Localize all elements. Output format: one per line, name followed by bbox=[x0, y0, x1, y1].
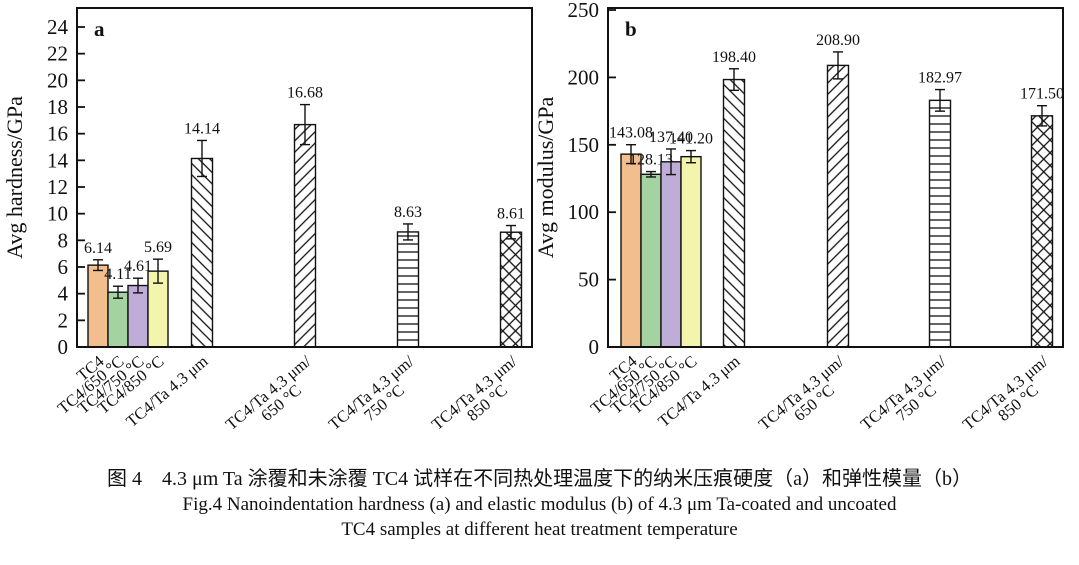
bar-a-2 bbox=[107, 291, 129, 348]
error-bar bbox=[935, 88, 945, 112]
error-bar bbox=[113, 285, 123, 299]
x-category-label: TC4/Ta 4.3 μm/850 °C bbox=[959, 351, 1062, 446]
caption-line-english-2: TC4 samples at different heat treatment … bbox=[341, 519, 738, 540]
y-axis-title: Avg modulus/GPa bbox=[533, 96, 558, 258]
y-tick-label: 2 bbox=[58, 308, 69, 332]
bar-value-label: 143.08 bbox=[609, 125, 653, 142]
bar-b-6 bbox=[826, 64, 850, 348]
chart-panel-b: 143.08128.13137.40141.20198.40208.90182.… bbox=[533, 0, 1064, 446]
bar-b-7 bbox=[928, 99, 952, 348]
error-bar bbox=[646, 170, 656, 178]
error-bar bbox=[833, 51, 843, 80]
y-tick-label: 22 bbox=[47, 42, 68, 66]
y-tick-label: 20 bbox=[47, 68, 68, 92]
error-bar bbox=[133, 277, 143, 294]
caption-line-english-1: Fig.4 Nanoindentation hardness (a) and e… bbox=[182, 494, 897, 515]
bar-value-label: 208.90 bbox=[816, 32, 860, 49]
error-bar bbox=[1037, 105, 1047, 127]
bar-a-3 bbox=[127, 284, 149, 348]
bar-a-6 bbox=[293, 123, 317, 348]
y-tick-label: 250 bbox=[568, 0, 600, 22]
bar-value-label: 4.61 bbox=[124, 258, 152, 275]
bar-b-2 bbox=[640, 173, 662, 348]
bar-b-3 bbox=[660, 161, 682, 348]
plot-frame bbox=[76, 7, 533, 348]
bar-a-7 bbox=[396, 231, 420, 348]
y-tick-label: 4 bbox=[58, 282, 69, 306]
x-category-label: TC4/Ta 4.3 μm/750 °C bbox=[857, 351, 960, 446]
y-axis-title: Avg hardness/GPa bbox=[2, 96, 27, 259]
error-bar bbox=[403, 223, 413, 241]
y-tick-label: 50 bbox=[578, 268, 599, 292]
bar-value-label: 14.14 bbox=[184, 120, 220, 137]
charts-area: 6.14 4.11 4.61 5.69 14.14 16.68 8.63 8.61 0 2 4 6 8 1… bbox=[2, 0, 1064, 446]
error-bar bbox=[300, 103, 310, 146]
bar-value-label: 198.40 bbox=[712, 49, 756, 66]
error-bar bbox=[729, 68, 739, 92]
y-tick-label: 12 bbox=[47, 175, 68, 199]
y-tick-label: 24 bbox=[47, 15, 69, 39]
panel-label: b bbox=[625, 17, 637, 41]
y-tick-label: 100 bbox=[568, 200, 600, 224]
bar-a-8 bbox=[499, 231, 523, 348]
bar-value-label: 137.40 bbox=[649, 129, 693, 146]
y-tick-label: 8 bbox=[58, 228, 69, 252]
y-tick-label: 150 bbox=[568, 133, 600, 157]
bar-value-label: 4.11 bbox=[104, 266, 131, 283]
bar-b-4 bbox=[680, 155, 702, 348]
bar-b-1 bbox=[620, 153, 642, 348]
x-category-label: TC4/Ta 4.3 μm/650 °C bbox=[222, 351, 325, 446]
x-category-label: TC4/Ta 4.3 μm/850 °C bbox=[428, 351, 531, 446]
bar-value-label: 6.14 bbox=[84, 240, 112, 257]
bar-value-label: 141.20 bbox=[669, 131, 713, 148]
y-tick-label: 0 bbox=[58, 335, 69, 359]
bar-value-label: 8.61 bbox=[497, 206, 525, 223]
error-bar bbox=[93, 259, 103, 272]
error-bar bbox=[506, 224, 516, 240]
bar-value-label: 171.50 bbox=[1020, 86, 1064, 103]
figure-caption: 图 4 4.3 μm Ta 涂覆和未涂覆 TC4 试样在不同热处理温度下的纳米压… bbox=[0, 462, 1079, 542]
y-tick-label: 200 bbox=[568, 65, 600, 89]
error-bar bbox=[197, 139, 207, 178]
x-category-label: TC4/Ta 4.3 μm/650 °C bbox=[755, 351, 858, 446]
error-bar bbox=[686, 149, 696, 164]
y-tick-label: 6 bbox=[58, 255, 69, 279]
bar-value-label: 16.68 bbox=[287, 85, 323, 102]
y-tick-label: 14 bbox=[47, 148, 69, 172]
error-bar bbox=[666, 148, 676, 176]
y-tick-label: 18 bbox=[47, 95, 68, 119]
panel-label: a bbox=[94, 17, 105, 41]
caption-line-chinese: 图 4 4.3 μm Ta 涂覆和未涂覆 TC4 试样在不同热处理温度下的纳米压… bbox=[106, 468, 973, 490]
y-tick-label: 16 bbox=[47, 122, 68, 146]
bar-b-8 bbox=[1030, 115, 1054, 348]
y-tick-label: 0 bbox=[589, 335, 600, 359]
bar-value-label: 8.63 bbox=[394, 204, 422, 221]
bar-a-5 bbox=[190, 157, 214, 348]
bar-value-label: 182.97 bbox=[918, 70, 962, 87]
bar-b-5 bbox=[722, 78, 746, 348]
error-bar bbox=[626, 143, 636, 165]
bar-value-label: 5.69 bbox=[144, 239, 172, 256]
plot-frame bbox=[607, 7, 1064, 348]
y-tick-label: 10 bbox=[47, 202, 68, 226]
error-bar bbox=[153, 258, 163, 284]
x-category-label: TC4/Ta 4.3 μm/750 °C bbox=[325, 351, 428, 446]
